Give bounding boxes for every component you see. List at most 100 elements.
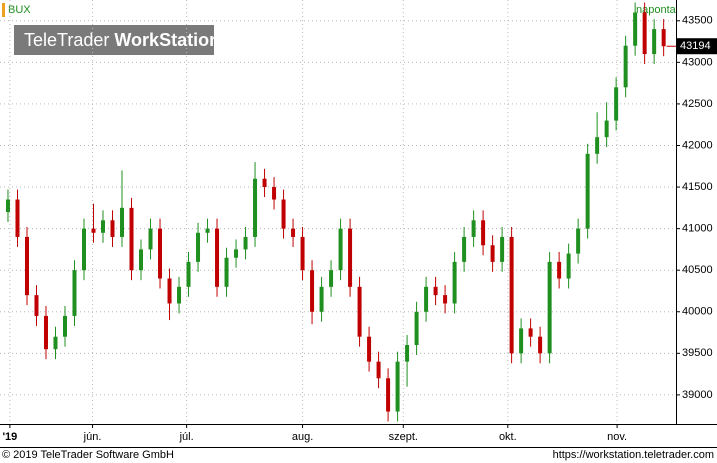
watermark: TeleTrader WorkStation [24, 30, 220, 50]
candle-body [24, 236, 29, 296]
y-tick-label: 41500 [682, 181, 713, 193]
candle-body [101, 220, 106, 233]
candle-body [196, 232, 201, 262]
candle-body [547, 261, 552, 354]
candle-body [291, 228, 296, 237]
symbol-label: BUX [8, 4, 31, 16]
candle-body [5, 199, 10, 212]
candle-body [34, 295, 39, 316]
candle-body [376, 361, 381, 379]
candle-body [386, 378, 391, 412]
candle-body [367, 336, 372, 362]
candle-body [433, 286, 438, 296]
candle-body [585, 153, 590, 229]
candle-body [310, 270, 315, 312]
candle-body [120, 207, 125, 237]
candle-body [82, 228, 87, 271]
x-tick-label: jún. [83, 431, 102, 443]
candle-body [443, 295, 448, 304]
watermark-brand: TeleTrader [24, 30, 109, 50]
x-tick-label: júl. [179, 431, 194, 443]
candle-body [604, 120, 609, 138]
y-tick-label: 43500 [682, 15, 713, 27]
y-tick-label: 39000 [682, 389, 713, 401]
candle-body [633, 12, 638, 46]
candle-body [414, 311, 419, 346]
candle-body [53, 336, 58, 350]
candle-body [395, 361, 400, 412]
candle-body [300, 236, 305, 271]
candle-body [215, 228, 220, 287]
candle-body [348, 228, 353, 287]
candle-body [357, 286, 362, 337]
candle-body [234, 249, 239, 258]
footer-left: © 2019 TeleTrader Software GmbH [2, 449, 174, 461]
candle-body [319, 286, 324, 312]
interval-label: naponta [636, 4, 677, 16]
candle-body [243, 236, 248, 250]
last-price-label: 43194 [680, 40, 711, 52]
candle-body [129, 207, 134, 271]
y-tick-label: 42500 [682, 98, 713, 110]
watermark-product: WorkStation [114, 30, 220, 50]
candle-body [91, 228, 96, 233]
candle-body [272, 187, 277, 200]
candle-body [186, 261, 191, 287]
candle-body [576, 228, 581, 254]
candle-body [329, 270, 334, 287]
candle-body [15, 199, 20, 237]
last-price-box [677, 38, 717, 55]
footer-right: https://workstation.teletrader.com [553, 449, 714, 461]
y-tick-label: 40000 [682, 306, 713, 318]
candle-body [538, 336, 543, 354]
candle-body [490, 245, 495, 262]
candle-body [652, 29, 657, 55]
candle-body [205, 228, 210, 233]
candle-body [43, 315, 48, 350]
candle-body [338, 228, 343, 271]
candle-body [481, 220, 486, 246]
watermark-box [14, 25, 214, 55]
y-tick-label: 43000 [682, 56, 713, 68]
candle-body [566, 253, 571, 279]
x-tick-label: okt. [499, 431, 517, 443]
candle-body [614, 87, 619, 121]
candle-body [253, 178, 258, 237]
candle-body [452, 261, 457, 304]
candle-body [167, 278, 172, 304]
candle-body [661, 29, 666, 47]
x-tick-label: '19 [2, 431, 17, 443]
x-tick-label: aug. [292, 431, 313, 443]
candle-body [424, 286, 429, 312]
x-tick-label: nov. [607, 431, 627, 443]
candle-body [139, 249, 144, 271]
candle-body [595, 137, 600, 154]
candle-body [405, 345, 410, 362]
x-tick-label: szept. [389, 431, 418, 443]
candle-body [72, 270, 77, 316]
candle-body [519, 328, 524, 354]
y-tick-label: 42000 [682, 139, 713, 151]
candle-body [642, 12, 647, 55]
candle-body [110, 220, 115, 237]
candle-body [158, 228, 163, 279]
candle-body [500, 236, 505, 262]
y-tick-label: 40500 [682, 264, 713, 276]
y-tick-label: 39500 [682, 347, 713, 359]
candle-body [528, 328, 533, 337]
candle-body [224, 257, 229, 287]
candle-body [262, 178, 267, 188]
candle-body [462, 236, 467, 262]
candle-body [471, 220, 476, 237]
y-tick-label: 41000 [682, 223, 713, 235]
candle-body [623, 45, 628, 88]
candle-body [177, 286, 182, 304]
candle-body [62, 315, 67, 337]
candle-body [148, 228, 153, 250]
series-marker [2, 3, 5, 17]
candle-body [509, 236, 514, 354]
candle-body [281, 199, 286, 229]
candle-body [557, 261, 562, 279]
